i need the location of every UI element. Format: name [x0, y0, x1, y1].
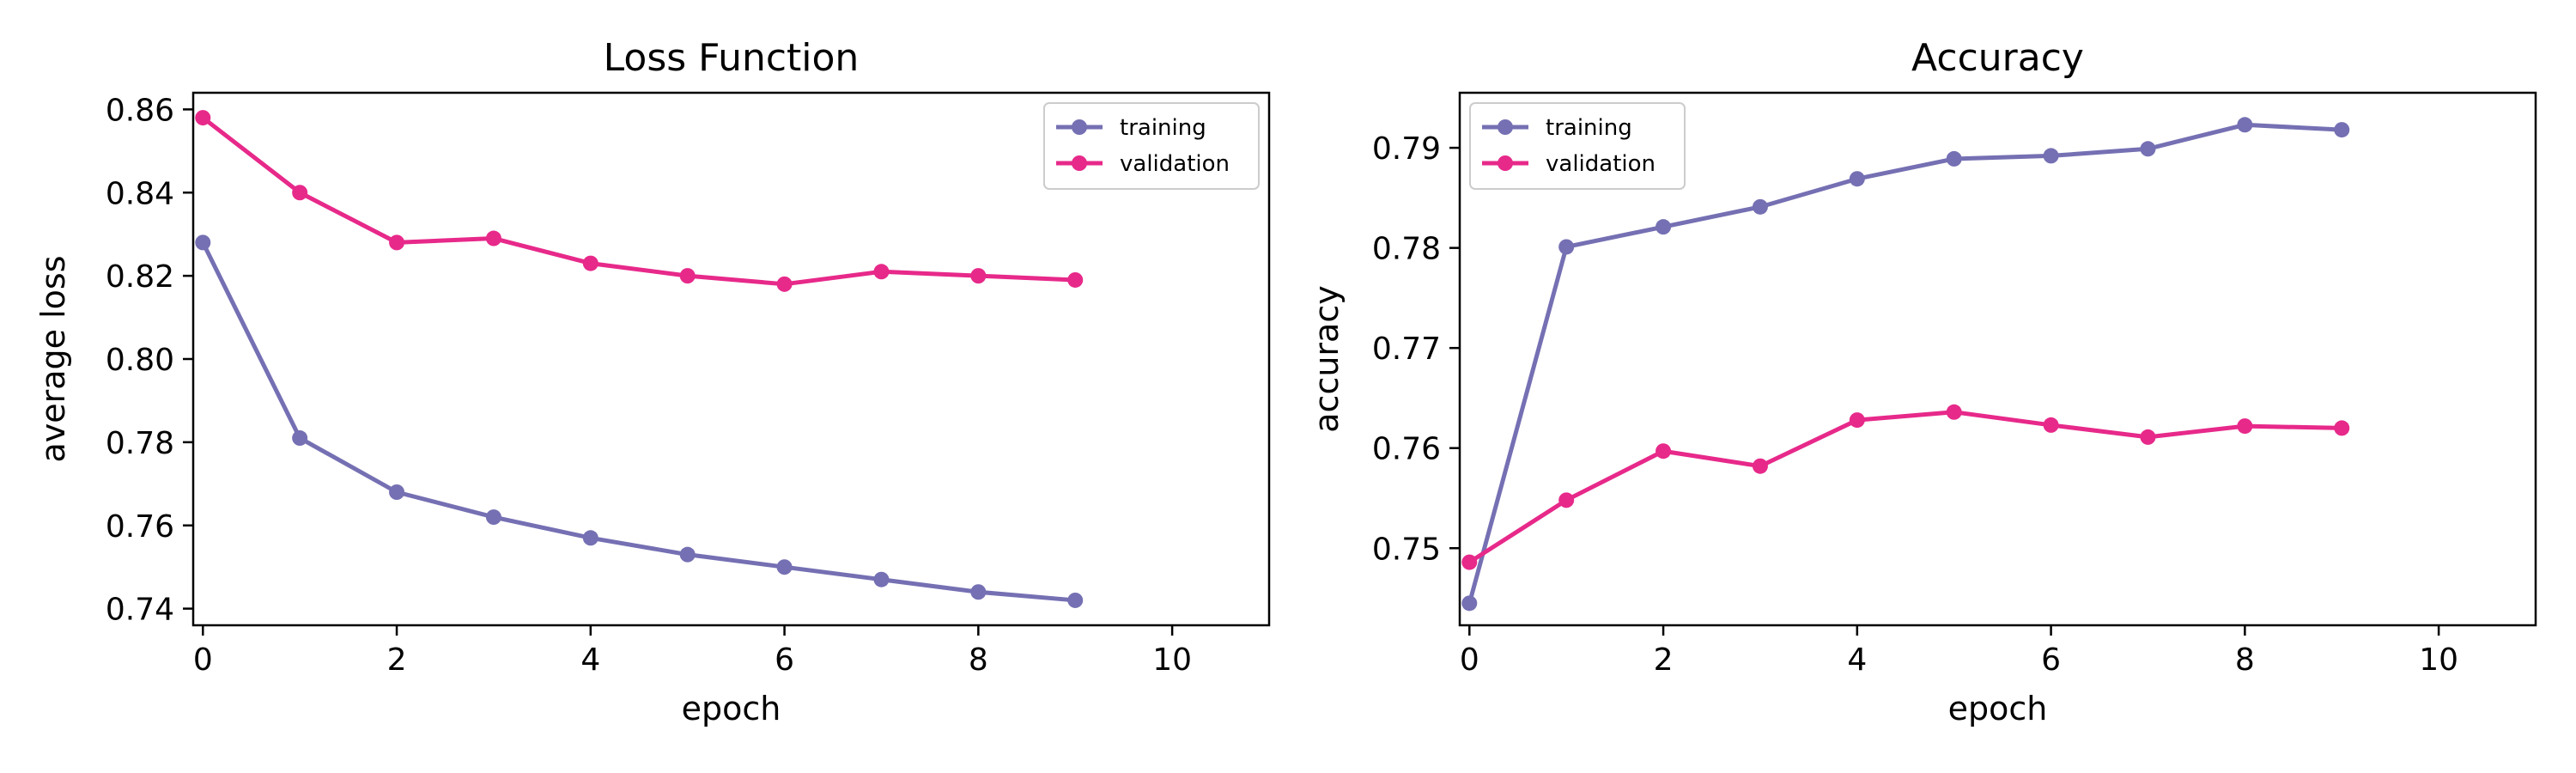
data-point-validation	[1067, 271, 1084, 288]
y-axis-label: average loss	[34, 255, 72, 462]
x-tick-label: 0	[193, 642, 213, 678]
x-axis-label: epoch	[682, 690, 781, 727]
data-point-training	[679, 546, 696, 563]
data-point-validation	[1461, 554, 1478, 570]
y-tick-label: 0.78	[1372, 232, 1441, 267]
data-point-validation	[485, 230, 501, 247]
data-point-validation	[292, 185, 308, 201]
y-tick-label: 0.77	[1372, 332, 1441, 367]
y-tick-label: 0.86	[106, 93, 174, 128]
data-point-validation	[2237, 418, 2253, 435]
series-line-training	[1467, 122, 2342, 605]
x-tick-label: 8	[969, 642, 988, 678]
legend-marker-training	[1072, 119, 1087, 135]
data-point-training	[2140, 141, 2156, 157]
data-point-training	[292, 430, 308, 447]
data-point-validation	[679, 268, 696, 284]
y-tick-label: 0.74	[106, 593, 174, 628]
x-tick-label: 4	[580, 642, 600, 678]
data-point-training	[389, 484, 405, 500]
x-tick-label: 6	[2041, 642, 2061, 678]
data-point-training	[1067, 592, 1084, 608]
legend: training validation	[1469, 102, 1686, 190]
legend-label-validation: validation	[1546, 151, 1656, 177]
accuracy-chart: Accuracy 0 2 4 6 8 10 0.75 0.76 0.77 0.78 0.79 epoch…	[1308, 36, 2537, 727]
data-point-training	[1656, 219, 1672, 235]
legend-label-training: training	[1120, 115, 1206, 141]
chart-title: Accuracy	[1911, 36, 2084, 80]
plot-frame	[191, 91, 1271, 627]
data-point-validation	[776, 276, 793, 292]
data-point-training	[2043, 148, 2059, 164]
data-point-training	[873, 571, 890, 587]
series-line-validation	[201, 116, 1076, 287]
data-point-training	[1849, 171, 1865, 187]
legend: training validation	[1043, 102, 1260, 190]
legend-label-training: training	[1546, 115, 1632, 141]
x-tick-label: 4	[1847, 642, 1867, 678]
y-tick-label: 0.84	[106, 176, 174, 211]
data-point-training	[776, 559, 793, 575]
data-point-validation	[1558, 492, 1575, 508]
data-point-validation	[2043, 417, 2059, 433]
y-tick-label: 0.78	[106, 426, 174, 461]
data-point-training	[1752, 198, 1768, 215]
data-point-validation	[873, 264, 890, 280]
y-tick-label: 0.75	[1372, 532, 1441, 567]
data-point-validation	[195, 110, 211, 126]
data-point-validation	[2334, 420, 2350, 436]
y-tick-label: 0.76	[106, 509, 174, 545]
data-point-training	[1558, 239, 1575, 255]
legend-marker-training	[1498, 119, 1513, 135]
y-tick-label: 0.79	[1372, 131, 1441, 167]
data-point-validation	[2140, 429, 2156, 445]
data-point-training	[970, 584, 987, 600]
chart-title: Loss Function	[604, 36, 860, 80]
data-point-validation	[1849, 412, 1865, 429]
y-tick-label: 0.76	[1372, 432, 1441, 467]
data-point-validation	[1656, 443, 1672, 460]
plot-frame	[1458, 91, 2537, 627]
data-point-training	[2334, 122, 2350, 138]
x-tick-label: 8	[2235, 642, 2255, 678]
legend-box	[1469, 102, 1686, 190]
legend-label-validation: validation	[1120, 151, 1230, 177]
data-point-validation	[1752, 458, 1768, 474]
legend-box	[1043, 102, 1260, 190]
data-point-training	[582, 530, 598, 546]
data-point-training	[1461, 595, 1478, 612]
data-point-training	[1946, 150, 1962, 167]
x-tick-label: 0	[1460, 642, 1479, 678]
y-tick-label: 0.80	[106, 343, 174, 378]
y-tick-label: 0.82	[106, 259, 174, 295]
data-point-validation	[1946, 404, 1962, 420]
x-tick-label: 6	[775, 642, 794, 678]
data-point-validation	[582, 255, 598, 271]
x-tick-label: 10	[2419, 642, 2458, 678]
data-point-training	[2237, 117, 2253, 133]
series-line-validation	[1467, 410, 2342, 564]
loss-chart: Loss Function 0 2 4 6 8 10 0.74 0.76 0.78 0.80 0.82…	[34, 36, 1271, 727]
y-axis-label: accuracy	[1308, 285, 1346, 432]
legend-marker-validation	[1072, 155, 1087, 171]
data-point-training	[195, 234, 211, 251]
data-point-validation	[389, 234, 405, 251]
x-axis-label: epoch	[1948, 690, 2048, 727]
x-tick-label: 2	[387, 642, 407, 678]
data-point-validation	[970, 268, 987, 284]
x-tick-label: 10	[1152, 642, 1192, 678]
x-tick-label: 2	[1654, 642, 1674, 678]
data-point-training	[485, 509, 501, 526]
legend-marker-validation	[1498, 155, 1513, 171]
series-line-training	[201, 241, 1076, 603]
